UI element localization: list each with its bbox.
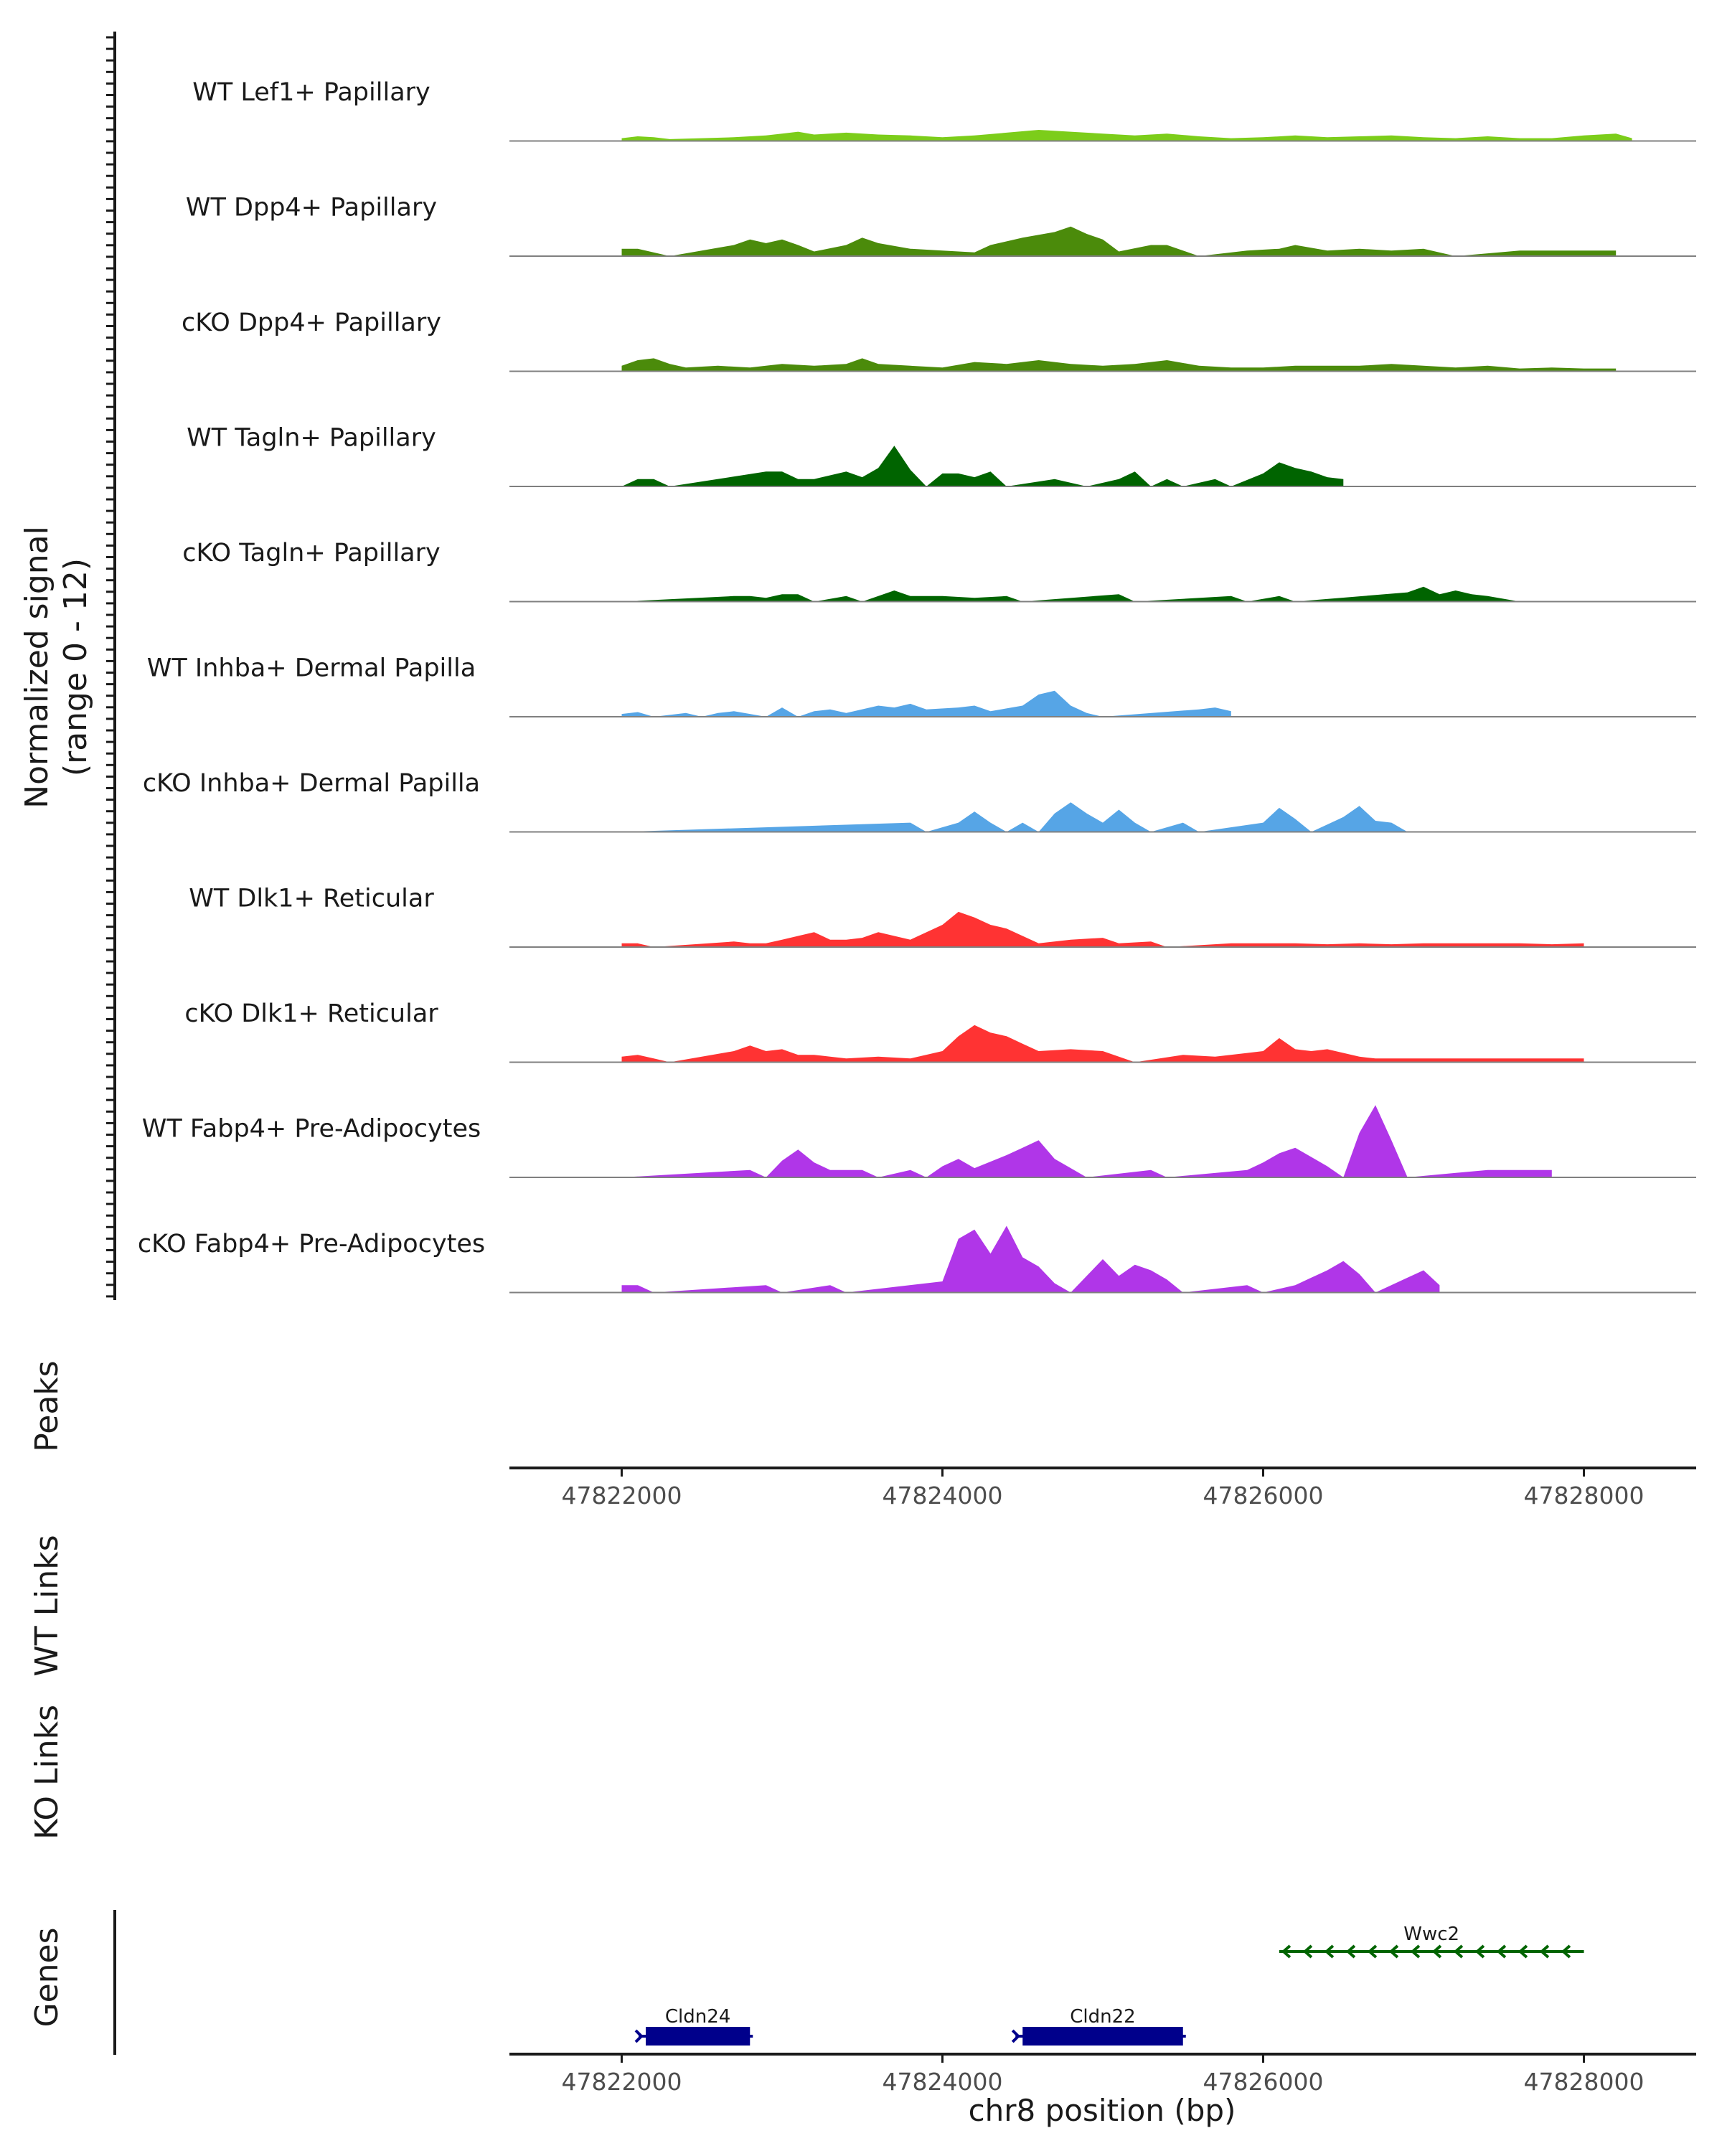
track-wt-fabp4-pre-adipocytes: WT Fabp4+ Pre-Adipocytes xyxy=(142,1105,1696,1178)
x-axis-title: chr8 position (bp) xyxy=(969,2093,1236,2128)
coverage-tracks: WT Lef1+ Papillary WT Dpp4+ Papillary cKO … xyxy=(138,78,1696,1294)
strand-arrow xyxy=(1496,1944,1507,1959)
gene-cldn24: Cldn24 xyxy=(634,2006,753,2046)
y-axis-title-line-2: (range 0 - 12) xyxy=(57,558,94,776)
track-label: cKO Fabp4+ Pre-Adipocytes xyxy=(138,1230,485,1258)
coverage-area xyxy=(621,358,1617,372)
track-cko-fabp4-pre-adipocytes: cKO Fabp4+ Pre-Adipocytes xyxy=(138,1225,1696,1294)
x-tick-label: 47824000 xyxy=(883,1482,1003,1510)
ko-links-panel-title: KO Links xyxy=(29,1705,65,1840)
track-label: cKO Inhba+ Dermal Papilla xyxy=(143,769,480,798)
strand-arrow xyxy=(1302,1944,1313,1959)
y-axis-title-line-1: Normalized signal xyxy=(19,526,55,809)
x-tick-label: 47824000 xyxy=(883,2068,1003,2096)
strand-arrow xyxy=(1345,1944,1356,1959)
peaks-panel-title: Peaks xyxy=(29,1360,65,1451)
strand-arrow xyxy=(1561,1944,1571,1959)
strand-arrow xyxy=(1367,1944,1378,1959)
track-wt-lef1-papillary: WT Lef1+ Papillary xyxy=(192,78,1696,142)
coverage-area xyxy=(621,1225,1440,1293)
coverage-area xyxy=(621,130,1632,141)
track-wt-dlk1-reticular: WT Dlk1+ Reticular xyxy=(189,885,1696,948)
y-axis-title: Normalized signal (range 0 - 12) xyxy=(19,526,94,809)
strand-arrow xyxy=(1518,1944,1528,1959)
gene-annotation-track: Cldn24 Cldn22 Wwc2 xyxy=(634,1924,1584,2046)
gene-wwc2: Wwc2 xyxy=(1279,1924,1584,1959)
x-tick-label: 47828000 xyxy=(1524,1482,1645,1510)
track-cko-dpp4-papillary: cKO Dpp4+ Papillary xyxy=(182,309,1696,372)
wt-links-panel-title: WT Links xyxy=(29,1535,65,1676)
strand-arrow xyxy=(1410,1944,1421,1959)
x-tick-label: 47828000 xyxy=(1524,2068,1645,2096)
track-label: cKO Dlk1+ Reticular xyxy=(184,999,438,1028)
coverage-area xyxy=(621,1025,1584,1063)
coverage-area xyxy=(621,446,1344,486)
coverage-area xyxy=(621,802,1408,832)
coverage-area xyxy=(621,226,1617,256)
x-tick-label: 47822000 xyxy=(561,2068,682,2096)
gene-label: Cldn22 xyxy=(1070,2006,1135,2028)
track-label: WT Fabp4+ Pre-Adipocytes xyxy=(142,1115,481,1144)
strand-arrow xyxy=(1011,2029,1021,2043)
coverage-area xyxy=(621,1105,1552,1177)
coverage-area xyxy=(621,586,1520,602)
strand-arrow xyxy=(1281,1944,1292,1959)
coverage-area xyxy=(621,690,1231,717)
track-cko-dlk1-reticular: cKO Dlk1+ Reticular xyxy=(184,999,1696,1063)
gene-exon xyxy=(1022,2027,1183,2046)
track-label: WT Dlk1+ Reticular xyxy=(189,885,434,913)
gene-cldn22: Cldn22 xyxy=(1011,2006,1186,2046)
coverage-area xyxy=(621,911,1584,947)
track-label: WT Tagln+ Papillary xyxy=(187,424,436,453)
bottom-x-axis: 47822000 47824000 47826000 47828000 xyxy=(509,2053,1696,2096)
track-label: WT Lef1+ Papillary xyxy=(192,78,430,107)
strand-arrow xyxy=(1388,1944,1399,1959)
track-label: cKO Tagln+ Papillary xyxy=(182,539,441,568)
x-tick-label: 47826000 xyxy=(1203,1482,1324,1510)
gene-exon xyxy=(645,2027,751,2046)
peaks-x-axis: 47822000 47824000 47826000 47828000 xyxy=(509,1467,1696,1510)
y-axis xyxy=(106,32,116,1300)
strand-arrow xyxy=(634,2029,644,2043)
track-label: WT Dpp4+ Papillary xyxy=(186,194,437,222)
x-tick-label: 47826000 xyxy=(1203,2068,1324,2096)
genes-panel-title: Genes xyxy=(29,1927,65,2027)
track-wt-tagln-papillary: WT Tagln+ Papillary xyxy=(187,424,1696,487)
strand-arrow xyxy=(1431,1944,1442,1959)
gene-label: Cldn24 xyxy=(665,2006,730,2028)
strand-arrow xyxy=(1474,1944,1485,1959)
strand-arrow xyxy=(1539,1944,1550,1959)
x-tick-label: 47822000 xyxy=(561,1482,682,1510)
track-wt-dpp4-papillary: WT Dpp4+ Papillary xyxy=(186,194,1696,257)
track-cko-tagln-papillary: cKO Tagln+ Papillary xyxy=(182,539,1696,603)
gene-label: Wwc2 xyxy=(1403,1924,1459,1945)
strand-arrow xyxy=(1453,1944,1464,1959)
track-cko-inhba-dermal-papilla: cKO Inhba+ Dermal Papilla xyxy=(143,769,1696,833)
track-wt-inhba-dermal-papilla: WT Inhba+ Dermal Papilla xyxy=(147,654,1696,717)
strand-arrow xyxy=(1324,1944,1335,1959)
track-label: cKO Dpp4+ Papillary xyxy=(182,309,441,337)
track-label: WT Inhba+ Dermal Papilla xyxy=(147,654,476,683)
